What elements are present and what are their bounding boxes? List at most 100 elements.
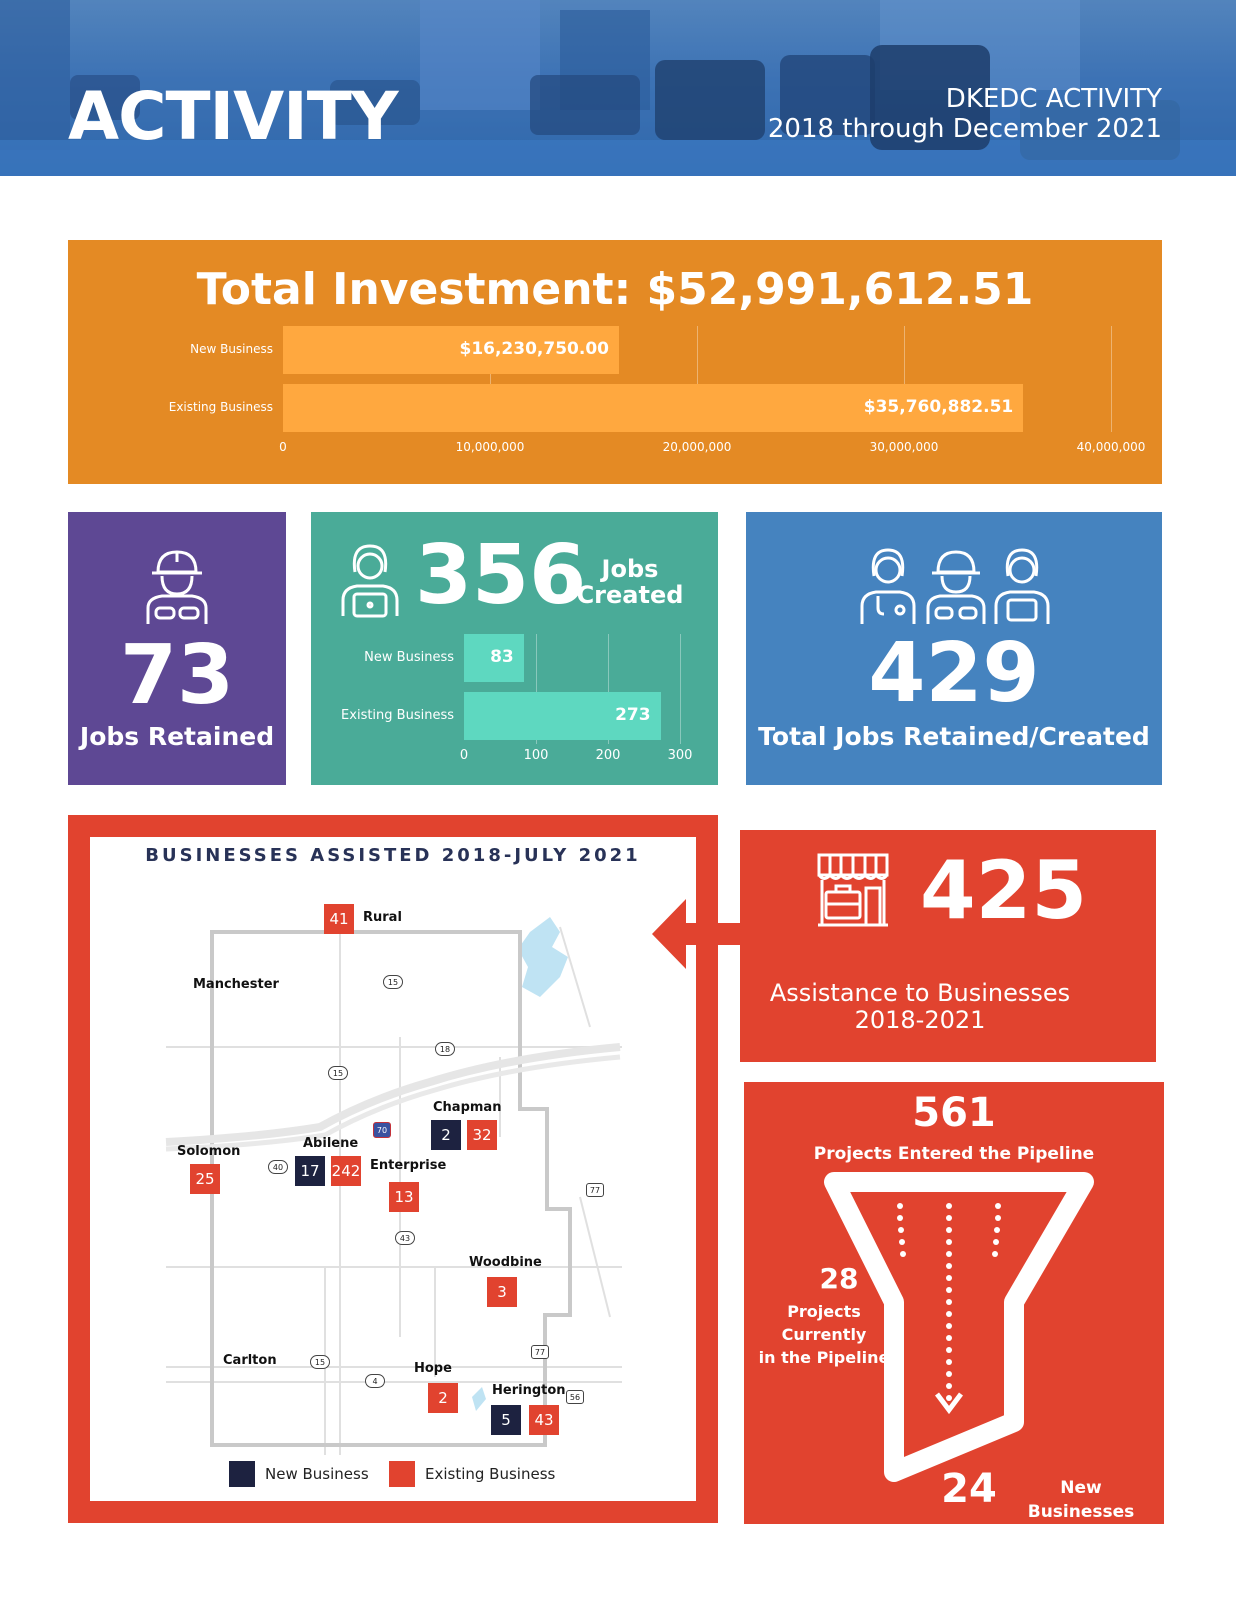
new-businesses-line2: Produced bbox=[1035, 1526, 1127, 1546]
pipeline-panel: 561 Projects Entered the Pipeline 28 Pro… bbox=[744, 1082, 1164, 1546]
town-carlton: Carlton bbox=[223, 1353, 277, 1368]
x-tick-label: 300 bbox=[667, 748, 693, 763]
x-tick-label: 20,000,000 bbox=[662, 440, 732, 454]
gridline bbox=[536, 634, 537, 744]
legend-existing-label: Existing Business bbox=[425, 1465, 556, 1483]
route-15-shield-carlton: 15 bbox=[310, 1355, 330, 1369]
us-77-shield-south: 77 bbox=[531, 1345, 549, 1359]
chapman-new-count: 2 bbox=[431, 1120, 461, 1150]
us-56-shield: 56 bbox=[566, 1390, 584, 1404]
new-businesses-number: 24 bbox=[941, 1466, 997, 1512]
route-4-shield: 4 bbox=[365, 1374, 385, 1388]
x-tick-label: 0 bbox=[459, 748, 469, 763]
legend-existing-swatch bbox=[389, 1461, 415, 1487]
projects-current-number: 28 bbox=[819, 1262, 859, 1295]
abilene-new-count: 17 bbox=[295, 1156, 325, 1186]
projects-entered-label: Projects Entered the Pipeline bbox=[813, 1144, 1095, 1164]
gridline bbox=[1111, 326, 1112, 432]
town-woodbine: Woodbine bbox=[469, 1255, 542, 1270]
gridline bbox=[680, 634, 681, 744]
bar-value-label: 83 bbox=[490, 646, 514, 667]
jobs-created-label: Jobs Created bbox=[575, 556, 685, 608]
county-road-map bbox=[165, 917, 622, 1455]
town-enterprise: Enterprise bbox=[370, 1158, 447, 1173]
town-rural: Rural bbox=[363, 910, 402, 925]
projects-current-label: Projects Currently in the Pipeline bbox=[744, 1300, 904, 1369]
construction-worker-icon bbox=[146, 550, 208, 624]
gridline bbox=[608, 634, 609, 744]
businesses-map: BUSINESSES ASSISTED 2018-JULY 2021 bbox=[90, 837, 696, 1501]
projects-current-line3: in the Pipeline bbox=[758, 1348, 890, 1367]
total-investment-title: Total Investment: $52,991,612.51 bbox=[196, 264, 1034, 315]
header-banner: ACTIVITY DKEDC ACTIVITY 2018 through Dec… bbox=[0, 0, 1236, 176]
x-tick-label: 40,000,000 bbox=[1076, 440, 1146, 454]
herington-new-count: 5 bbox=[491, 1405, 521, 1435]
gridline bbox=[697, 326, 698, 432]
new-businesses-line1: New Businesses bbox=[1027, 1478, 1135, 1522]
us-77-shield: 77 bbox=[586, 1183, 604, 1197]
report-name: DKEDC ACTIVITY bbox=[945, 84, 1162, 114]
jobs-created-label-line1: Jobs bbox=[601, 555, 659, 583]
bar-value-label: 273 bbox=[615, 704, 651, 725]
funnel-icon bbox=[824, 1172, 1094, 1482]
storefront-icon bbox=[817, 853, 889, 927]
workers-group-icon bbox=[860, 548, 1050, 624]
abilene-existing-count: 242 bbox=[331, 1156, 361, 1186]
route-15-shield: 15 bbox=[383, 975, 403, 989]
jobs-created-number: 356 bbox=[415, 528, 587, 623]
jobs-retained-label: Jobs Retained bbox=[79, 722, 275, 751]
total-jobs-number: 429 bbox=[868, 626, 1040, 721]
total-investment-panel: Total Investment: $52,991,612.51 0 10,000… bbox=[68, 240, 1162, 484]
assistance-panel: 425 Assistance to Businesses 2018-2021 bbox=[740, 830, 1156, 1062]
page-title: ACTIVITY bbox=[68, 78, 399, 155]
enterprise-existing-count: 13 bbox=[389, 1182, 419, 1212]
town-solomon: Solomon bbox=[177, 1144, 241, 1159]
jobs-created-bar-chart: 0 100 200 300 New Business 83 Existing Busines… bbox=[311, 512, 718, 785]
assistance-label-line2: 2018-2021 bbox=[854, 1006, 986, 1034]
jobs-retained-card: 73 Jobs Retained bbox=[68, 512, 286, 785]
bar-value-label: $16,230,750.00 bbox=[459, 338, 609, 359]
report-period: 2018 through December 2021 bbox=[767, 114, 1162, 144]
total-jobs-card: 429 Total Jobs Retained/Created bbox=[746, 512, 1162, 785]
businesses-map-frame: BUSINESSES ASSISTED 2018-JULY 2021 bbox=[68, 815, 718, 1523]
jobs-created-card: 356 Jobs Created 0 100 200 300 New Business 8… bbox=[311, 512, 718, 785]
route-15-shield-south: 15 bbox=[328, 1066, 348, 1080]
x-tick-label: 10,000,000 bbox=[455, 440, 525, 454]
town-chapman: Chapman bbox=[433, 1100, 502, 1115]
jobs-created-label-line2: Created bbox=[576, 581, 684, 609]
legend-new-swatch bbox=[229, 1461, 255, 1487]
projects-current-line2: Currently bbox=[781, 1325, 867, 1344]
town-herington: Herington bbox=[492, 1383, 566, 1398]
category-label: Existing Business bbox=[168, 400, 273, 414]
x-tick-label: 100 bbox=[523, 748, 549, 763]
hope-existing-count: 2 bbox=[428, 1383, 458, 1413]
x-tick-label: 30,000,000 bbox=[869, 440, 939, 454]
route-43-shield: 43 bbox=[395, 1231, 415, 1245]
x-tick-label: 0 bbox=[279, 440, 287, 454]
gridline bbox=[490, 326, 491, 432]
projects-current-line1: Projects bbox=[787, 1302, 861, 1321]
rural-existing-count: 41 bbox=[324, 904, 354, 934]
total-jobs-label: Total Jobs Retained/Created bbox=[758, 722, 1150, 751]
bar bbox=[283, 326, 619, 374]
bar-value-label: $35,760,882.51 bbox=[863, 396, 1014, 417]
town-abilene: Abilene bbox=[303, 1136, 359, 1151]
route-18-shield: 18 bbox=[435, 1042, 455, 1056]
jobs-retained-number: 73 bbox=[119, 628, 235, 723]
assistance-label-line1: Assistance to Businesses bbox=[769, 979, 1071, 1007]
solomon-existing-count: 25 bbox=[190, 1164, 220, 1194]
bar bbox=[283, 384, 1024, 432]
street-photo-background bbox=[0, 0, 1236, 176]
projects-entered-number: 561 bbox=[912, 1090, 996, 1136]
legend-new-label: New Business bbox=[265, 1465, 369, 1483]
bar bbox=[464, 692, 661, 740]
category-label: Existing Business bbox=[341, 708, 454, 723]
office-worker-laptop-icon bbox=[341, 544, 399, 618]
investment-bar-chart: 0 10,000,000 20,000,000 30,000,000 40,000,00… bbox=[68, 240, 1162, 484]
assistance-label: Assistance to Businesses 2018-2021 bbox=[740, 980, 1100, 1034]
bar bbox=[464, 634, 524, 682]
map-title: BUSINESSES ASSISTED 2018-JULY 2021 bbox=[145, 845, 641, 866]
assistance-number: 425 bbox=[920, 844, 1087, 937]
category-label: New Business bbox=[190, 342, 273, 356]
category-label: New Business bbox=[364, 650, 454, 665]
